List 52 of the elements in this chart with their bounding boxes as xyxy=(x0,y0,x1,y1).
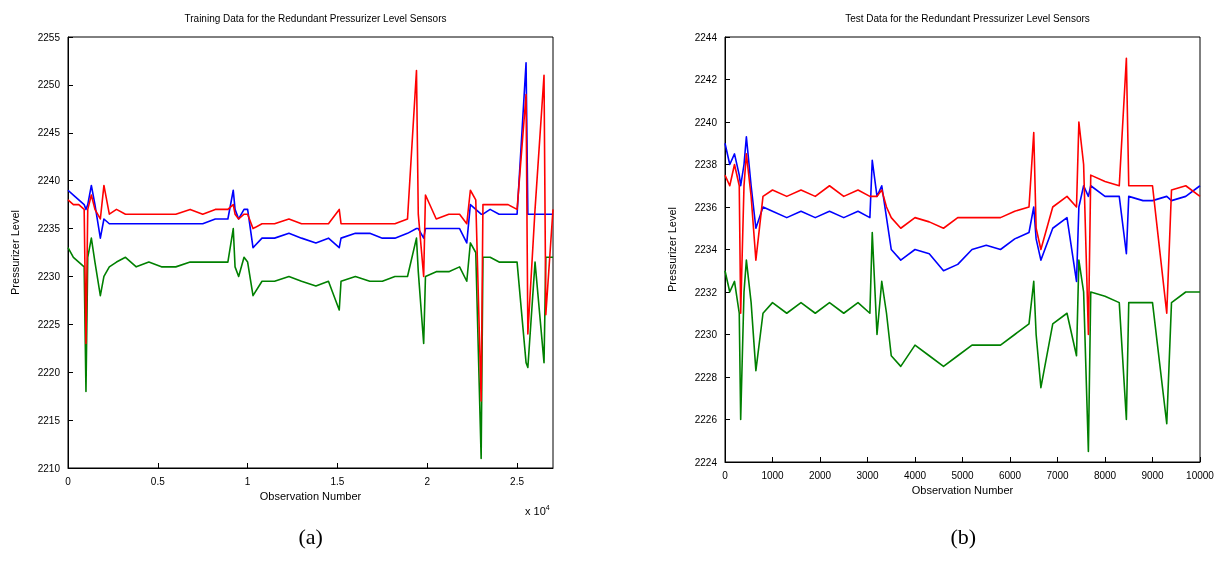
line-series xyxy=(724,57,1201,336)
y-tick-label: 2245 xyxy=(37,127,61,139)
x-tick-label: 0 xyxy=(65,475,72,487)
line-series xyxy=(724,231,1201,453)
y-tick-label: 2234 xyxy=(694,244,718,255)
x-tick-label: 10000 xyxy=(1186,469,1215,481)
y-tick-label: 2232 xyxy=(694,286,718,298)
x-tick-label: 7000 xyxy=(1046,469,1070,481)
x-tick-label: 4000 xyxy=(903,469,927,481)
y-tick-label: 2228 xyxy=(694,371,718,383)
x-tick-label: 2000 xyxy=(808,469,832,481)
line-series xyxy=(67,227,554,460)
y-tick-label: 2238 xyxy=(694,159,718,170)
y-tick-label: 2255 xyxy=(37,31,61,43)
x-tick-label: 1 xyxy=(244,475,251,487)
x-tick-label: 2.5 xyxy=(510,475,525,487)
y-tick-label: 2230 xyxy=(37,270,61,282)
y-tick-label: 2226 xyxy=(694,414,718,425)
y-tick-label: 2242 xyxy=(694,74,718,85)
x-tick-label: 1.5 xyxy=(330,475,345,487)
chart-title: Training Data for the Redundant Pressurizer Level Sensors xyxy=(184,12,447,24)
y-tick-label: 2230 xyxy=(694,329,718,340)
x-tick-label: 6000 xyxy=(998,469,1022,481)
y-tick-label: 2235 xyxy=(37,223,61,235)
x-axis-title: Observation Number xyxy=(259,490,362,503)
x-tick-label: 3000 xyxy=(856,469,880,481)
y-tick-label: 2240 xyxy=(694,116,718,128)
x-tick-label: 5000 xyxy=(951,469,975,481)
line-series xyxy=(67,69,554,402)
x-tick-label: 2 xyxy=(424,475,431,487)
line-series xyxy=(67,62,554,249)
y-tick-label: 2215 xyxy=(37,414,61,426)
text: (a) xyxy=(298,523,323,549)
x-tick-label: 8000 xyxy=(1093,469,1117,481)
x-tick-label: 9000 xyxy=(1141,469,1165,481)
y-tick-label: 2236 xyxy=(694,201,718,213)
chart-title: Test Data for the Redundant Pressurizer Level Sensors xyxy=(845,12,1090,24)
x-tick-label: 0.5 xyxy=(150,475,166,487)
text: (b) xyxy=(950,523,977,549)
x-tick-label: 1000 xyxy=(761,469,785,481)
y-tick-label: 2250 xyxy=(37,79,61,91)
y-tick-label: 2220 xyxy=(37,366,61,378)
x-tick-label: 0 xyxy=(722,469,729,481)
y-tick-label: 2224 xyxy=(694,456,718,468)
x-axis-title: Observation Number xyxy=(911,484,1014,497)
y-tick-label: 2225 xyxy=(37,318,61,330)
y-axis-title: Pressurizer Level xyxy=(8,210,21,295)
y-tick-label: 2210 xyxy=(37,462,61,474)
line-series xyxy=(724,136,1201,283)
y-tick-label: 2244 xyxy=(694,31,718,43)
y-tick-label: 2240 xyxy=(37,175,61,187)
y-axis-title: Pressurizer Level xyxy=(665,207,678,292)
